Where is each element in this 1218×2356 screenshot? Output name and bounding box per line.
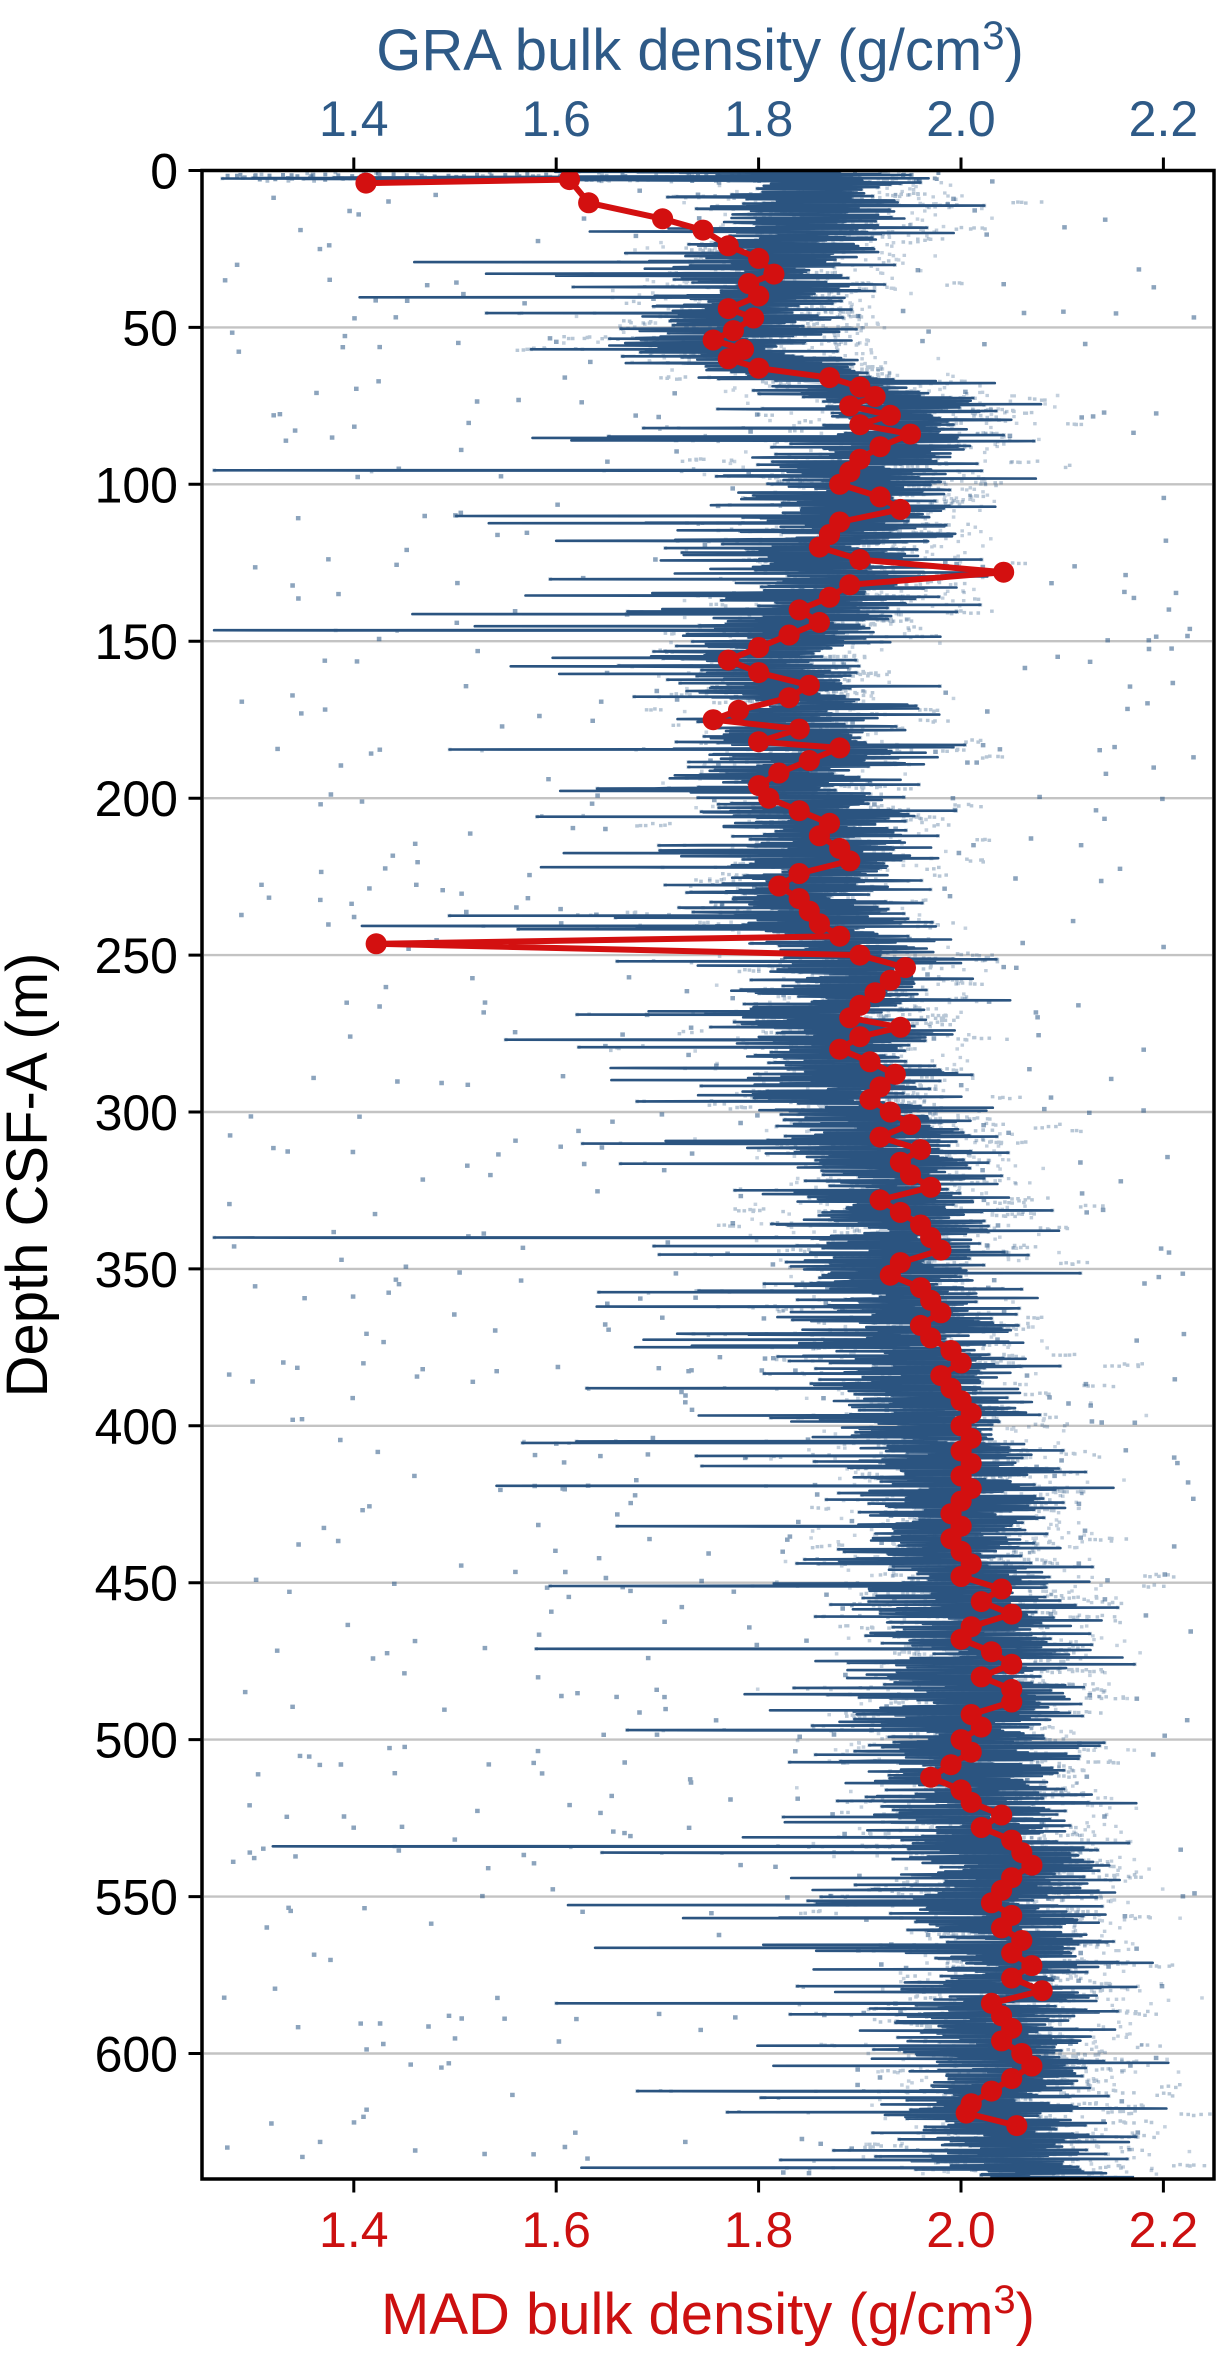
svg-text:1.6: 1.6 bbox=[521, 2202, 591, 2258]
svg-text:300: 300 bbox=[95, 1085, 178, 1141]
svg-text:250: 250 bbox=[95, 928, 178, 984]
svg-text:400: 400 bbox=[95, 1399, 178, 1455]
svg-text:GRA bulk density (g/cm3): GRA bulk density (g/cm3) bbox=[376, 14, 1024, 83]
svg-text:Depth CSF-A (m): Depth CSF-A (m) bbox=[0, 953, 60, 1398]
svg-text:1.6: 1.6 bbox=[521, 91, 591, 147]
svg-text:600: 600 bbox=[95, 2027, 178, 2083]
svg-text:2.0: 2.0 bbox=[926, 2202, 996, 2258]
svg-text:0: 0 bbox=[150, 144, 178, 200]
svg-text:200: 200 bbox=[95, 771, 178, 827]
svg-text:50: 50 bbox=[122, 300, 178, 356]
svg-text:1.4: 1.4 bbox=[319, 91, 389, 147]
svg-text:MAD bulk density (g/cm3): MAD bulk density (g/cm3) bbox=[381, 2278, 1035, 2347]
svg-text:2.0: 2.0 bbox=[926, 91, 996, 147]
svg-text:1.4: 1.4 bbox=[319, 2202, 389, 2258]
svg-text:150: 150 bbox=[95, 614, 178, 670]
svg-text:2.2: 2.2 bbox=[1129, 2202, 1199, 2258]
svg-text:1.8: 1.8 bbox=[724, 2202, 794, 2258]
svg-text:2.2: 2.2 bbox=[1129, 91, 1199, 147]
svg-text:450: 450 bbox=[95, 1556, 178, 1612]
svg-text:1.8: 1.8 bbox=[724, 91, 794, 147]
svg-text:350: 350 bbox=[95, 1242, 178, 1298]
svg-text:100: 100 bbox=[95, 457, 178, 513]
svg-text:550: 550 bbox=[95, 1870, 178, 1926]
svg-text:500: 500 bbox=[95, 1713, 178, 1769]
